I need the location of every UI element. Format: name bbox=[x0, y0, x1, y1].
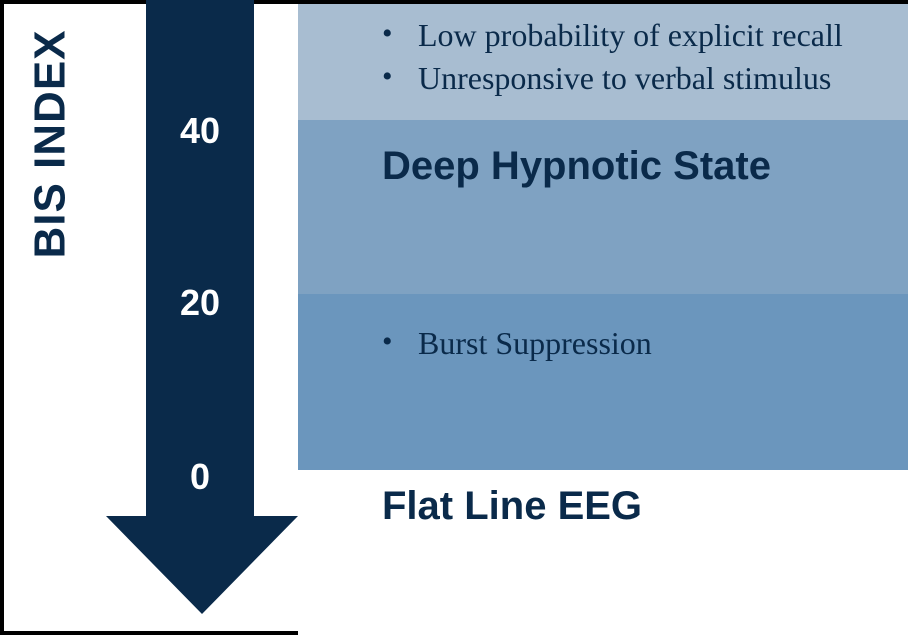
bullet-item: Burst Suppression bbox=[382, 322, 908, 365]
band-upper-partial: Low probability of explicit recallUnresp… bbox=[298, 4, 908, 120]
band-flat-line: Flat Line EEG bbox=[298, 470, 908, 635]
band-title: Deep Hypnotic State bbox=[382, 120, 908, 188]
state-bands: Low probability of explicit recallUnresp… bbox=[298, 4, 908, 635]
band-bullets: Burst Suppression bbox=[382, 294, 908, 365]
bis-index-diagram: BIS INDEX 40 20 0 Low probability of expli… bbox=[0, 0, 908, 635]
axis-tick: 20 bbox=[170, 282, 230, 324]
band-bullets: Low probability of explicit recallUnresp… bbox=[382, 4, 908, 100]
y-axis-label-container: BIS INDEX bbox=[16, 4, 86, 284]
axis-tick: 0 bbox=[170, 456, 230, 498]
bullet-item: Low probability of explicit recall bbox=[382, 14, 908, 57]
band-deep-hypnotic: Deep Hypnotic State bbox=[298, 120, 908, 294]
band-burst-suppression: Burst Suppression bbox=[298, 294, 908, 470]
band-title: Flat Line EEG bbox=[382, 470, 908, 528]
y-axis-label: BIS INDEX bbox=[26, 29, 76, 258]
axis-tick: 40 bbox=[170, 110, 230, 152]
bullet-item: Unresponsive to verbal stimulus bbox=[382, 57, 908, 100]
